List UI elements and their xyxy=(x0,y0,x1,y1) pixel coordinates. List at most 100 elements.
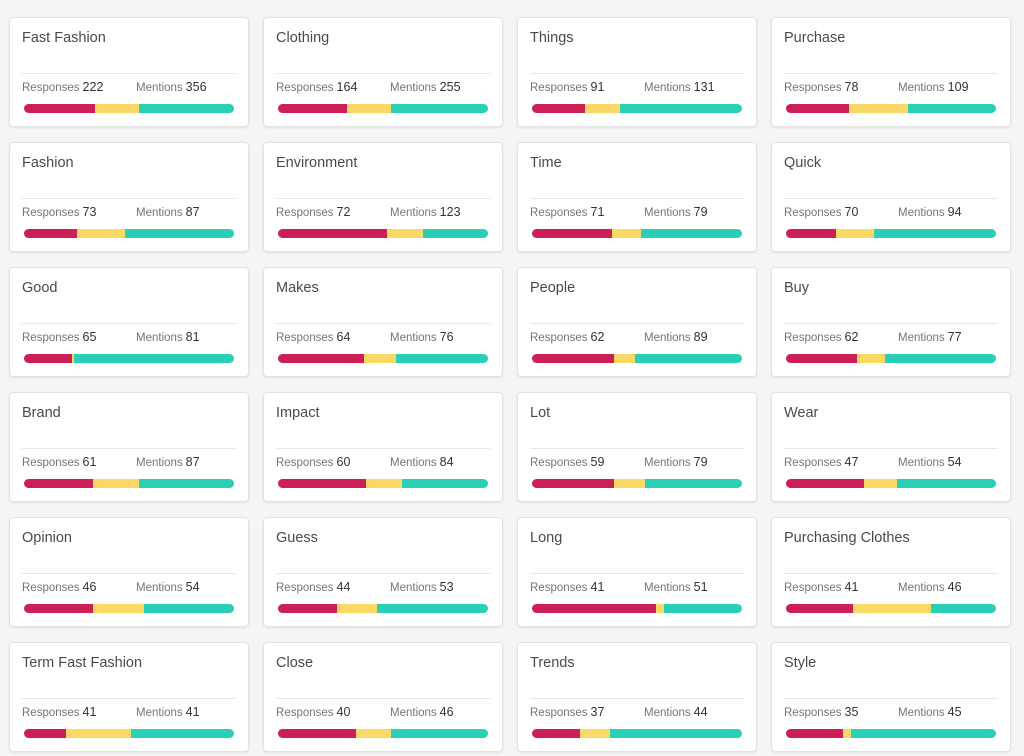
topic-card[interactable]: Quick Responses 70 Mentions 94 xyxy=(771,142,1011,252)
mentions-count: 51 xyxy=(693,580,708,594)
topic-card[interactable]: Term Fast Fashion Responses 41 Mentions 41 xyxy=(9,642,249,752)
topic-title: Things xyxy=(530,30,574,46)
topic-card[interactable]: Fast Fashion Responses 222 Mentions 356 xyxy=(9,17,249,127)
topic-card[interactable]: Guess Responses 44 Mentions 53 xyxy=(263,517,503,627)
sentiment-neutral-segment xyxy=(347,104,392,113)
topic-card[interactable]: Style Responses 35 Mentions 45 xyxy=(771,642,1011,752)
topic-stats: Responses 65 Mentions 81 xyxy=(22,330,236,346)
topic-card[interactable]: Purchase Responses 78 Mentions 109 xyxy=(771,17,1011,127)
sentiment-bar xyxy=(532,229,742,238)
mentions-count: 44 xyxy=(693,705,708,719)
responses-label: Responses xyxy=(530,582,588,594)
mentions-label: Mentions xyxy=(136,457,183,469)
sentiment-bar xyxy=(278,354,488,363)
responses-label: Responses xyxy=(276,82,334,94)
responses-count: 60 xyxy=(336,455,351,469)
topic-title: Environment xyxy=(276,155,358,171)
responses-count: 46 xyxy=(82,580,97,594)
sentiment-positive-segment xyxy=(930,604,996,613)
topic-stats: Responses 222 Mentions 356 xyxy=(22,80,236,96)
topic-card[interactable]: Purchasing Clothes Responses 41 Mentions 4… xyxy=(771,517,1011,627)
sentiment-negative-segment xyxy=(24,604,94,613)
responses-label: Responses xyxy=(530,82,588,94)
topic-title: Close xyxy=(276,655,314,671)
responses-count: 62 xyxy=(844,330,859,344)
responses-count: 73 xyxy=(82,205,97,219)
mentions-count: 356 xyxy=(185,80,207,94)
topic-stats: Responses 41 Mentions 46 xyxy=(784,580,998,596)
card-divider xyxy=(276,698,490,699)
topic-card[interactable]: Clothing Responses 164 Mentions 255 xyxy=(263,17,503,127)
topic-card[interactable]: Makes Responses 64 Mentions 76 xyxy=(263,267,503,377)
responses-count: 59 xyxy=(590,455,605,469)
topic-stats: Responses 59 Mentions 79 xyxy=(530,455,744,471)
topic-card[interactable]: Wear Responses 47 Mentions 54 xyxy=(771,392,1011,502)
topic-card[interactable]: Lot Responses 59 Mentions 79 xyxy=(517,392,757,502)
topic-card[interactable]: Good Responses 65 Mentions 81 xyxy=(9,267,249,377)
card-divider xyxy=(22,573,236,574)
mentions-stat: Mentions 76 xyxy=(390,330,454,344)
topic-card[interactable]: Time Responses 71 Mentions 79 xyxy=(517,142,757,252)
sentiment-negative-segment xyxy=(24,354,73,363)
mentions-count: 87 xyxy=(185,205,200,219)
sentiment-positive-segment xyxy=(139,479,234,488)
sentiment-negative-segment xyxy=(24,479,94,488)
topic-stats: Responses 72 Mentions 123 xyxy=(276,205,490,221)
topic-stats: Responses 71 Mentions 79 xyxy=(530,205,744,221)
sentiment-neutral-segment xyxy=(366,479,402,488)
sentiment-positive-segment xyxy=(401,479,488,488)
topic-card[interactable]: Close Responses 40 Mentions 46 xyxy=(263,642,503,752)
sentiment-neutral-segment xyxy=(93,604,144,613)
responses-label: Responses xyxy=(22,707,80,719)
responses-label: Responses xyxy=(22,457,80,469)
mentions-stat: Mentions 255 xyxy=(390,80,461,94)
responses-stat: Responses 71 xyxy=(530,205,604,219)
topic-stats: Responses 91 Mentions 131 xyxy=(530,80,744,96)
topic-title: Style xyxy=(784,655,817,671)
topic-card[interactable]: Things Responses 91 Mentions 131 xyxy=(517,17,757,127)
mentions-count: 45 xyxy=(947,705,962,719)
mentions-label: Mentions xyxy=(898,582,945,594)
responses-stat: Responses 44 xyxy=(276,580,350,594)
mentions-label: Mentions xyxy=(390,82,437,94)
sentiment-neutral-segment xyxy=(95,104,140,113)
topic-title: Lot xyxy=(530,405,551,421)
topic-stats: Responses 37 Mentions 44 xyxy=(530,705,744,721)
topic-card[interactable]: Trends Responses 37 Mentions 44 xyxy=(517,642,757,752)
responses-label: Responses xyxy=(784,207,842,219)
mentions-label: Mentions xyxy=(644,457,691,469)
sentiment-negative-segment xyxy=(278,729,356,738)
topic-card[interactable]: Long Responses 41 Mentions 51 xyxy=(517,517,757,627)
mentions-count: 87 xyxy=(185,455,200,469)
sentiment-positive-segment xyxy=(74,354,234,363)
topic-card[interactable]: Fashion Responses 73 Mentions 87 xyxy=(9,142,249,252)
sentiment-negative-segment xyxy=(786,729,843,738)
mentions-stat: Mentions 87 xyxy=(136,455,200,469)
card-divider xyxy=(276,73,490,74)
sentiment-neutral-segment xyxy=(611,229,642,238)
card-divider xyxy=(22,323,236,324)
mentions-count: 41 xyxy=(185,705,200,719)
responses-stat: Responses 41 xyxy=(22,705,96,719)
sentiment-neutral-segment xyxy=(857,354,885,363)
mentions-label: Mentions xyxy=(898,332,945,344)
topic-card[interactable]: Buy Responses 62 Mentions 77 xyxy=(771,267,1011,377)
sentiment-neutral-segment xyxy=(849,104,908,113)
sentiment-positive-segment xyxy=(139,104,234,113)
topic-card[interactable]: Environment Responses 72 Mentions 123 xyxy=(263,142,503,252)
topic-card[interactable]: Brand Responses 61 Mentions 87 xyxy=(9,392,249,502)
sentiment-bar xyxy=(532,354,742,363)
responses-count: 37 xyxy=(590,705,605,719)
mentions-label: Mentions xyxy=(390,457,437,469)
topic-card[interactable]: Impact Responses 60 Mentions 84 xyxy=(263,392,503,502)
responses-label: Responses xyxy=(784,707,842,719)
topic-card[interactable]: People Responses 62 Mentions 89 xyxy=(517,267,757,377)
topic-card[interactable]: Opinion Responses 46 Mentions 54 xyxy=(9,517,249,627)
sentiment-bar xyxy=(24,729,234,738)
card-divider xyxy=(530,198,744,199)
sentiment-neutral-segment xyxy=(387,229,423,238)
responses-label: Responses xyxy=(22,82,80,94)
topic-stats: Responses 46 Mentions 54 xyxy=(22,580,236,596)
topic-stats: Responses 70 Mentions 94 xyxy=(784,205,998,221)
mentions-stat: Mentions 84 xyxy=(390,455,454,469)
